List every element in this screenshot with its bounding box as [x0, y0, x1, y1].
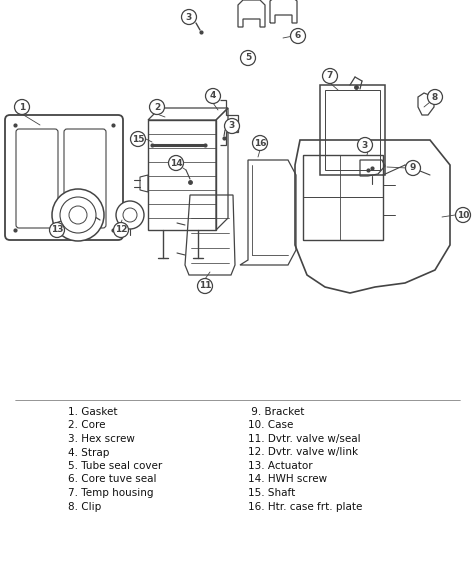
- Circle shape: [52, 189, 104, 241]
- Text: 8. Clip: 8. Clip: [68, 501, 101, 512]
- Circle shape: [149, 99, 164, 114]
- Text: 3: 3: [362, 140, 368, 150]
- Text: 10. Case: 10. Case: [248, 420, 293, 431]
- Text: 5: 5: [245, 53, 251, 63]
- Text: 14. HWH screw: 14. HWH screw: [248, 474, 327, 485]
- Circle shape: [206, 89, 220, 104]
- Circle shape: [357, 137, 373, 152]
- Text: 13: 13: [51, 225, 63, 235]
- Text: 3: 3: [229, 121, 235, 131]
- Text: 6. Core tuve seal: 6. Core tuve seal: [68, 474, 156, 485]
- Text: 12: 12: [115, 225, 127, 235]
- Circle shape: [69, 206, 87, 224]
- Text: 11: 11: [199, 282, 211, 290]
- Text: 2: 2: [154, 102, 160, 112]
- Text: 10: 10: [457, 210, 469, 220]
- Text: 16: 16: [254, 139, 266, 148]
- Text: 15: 15: [132, 135, 144, 144]
- Text: 5. Tube seal cover: 5. Tube seal cover: [68, 461, 162, 471]
- Circle shape: [322, 68, 337, 83]
- Text: 14: 14: [170, 159, 182, 167]
- Circle shape: [15, 99, 29, 114]
- Text: 13. Actuator: 13. Actuator: [248, 461, 313, 471]
- Text: 12. Dvtr. valve w/link: 12. Dvtr. valve w/link: [248, 447, 358, 458]
- Circle shape: [123, 208, 137, 222]
- Text: 6: 6: [295, 32, 301, 40]
- Text: 11. Dvtr. valve w/seal: 11. Dvtr. valve w/seal: [248, 434, 361, 444]
- Text: 4. Strap: 4. Strap: [68, 447, 109, 458]
- Text: 9. Bracket: 9. Bracket: [248, 407, 304, 417]
- Circle shape: [198, 278, 212, 293]
- Text: 1: 1: [19, 102, 25, 112]
- Circle shape: [291, 29, 306, 44]
- Text: 8: 8: [432, 93, 438, 102]
- Text: 4: 4: [210, 91, 216, 101]
- Circle shape: [113, 223, 128, 237]
- Circle shape: [49, 223, 64, 237]
- Circle shape: [456, 208, 471, 223]
- Text: 9: 9: [410, 163, 416, 172]
- Text: 2. Core: 2. Core: [68, 420, 106, 431]
- Circle shape: [240, 51, 255, 66]
- Text: 3. Hex screw: 3. Hex screw: [68, 434, 135, 444]
- Circle shape: [182, 10, 197, 25]
- Text: 3: 3: [186, 13, 192, 21]
- Text: 16. Htr. case frt. plate: 16. Htr. case frt. plate: [248, 501, 363, 512]
- Text: 7. Temp housing: 7. Temp housing: [68, 488, 154, 498]
- Circle shape: [168, 155, 183, 171]
- Circle shape: [428, 90, 443, 105]
- Circle shape: [116, 201, 144, 229]
- Circle shape: [225, 118, 239, 133]
- Circle shape: [130, 132, 146, 147]
- Text: 1. Gasket: 1. Gasket: [68, 407, 118, 417]
- Circle shape: [60, 197, 96, 233]
- Text: 15. Shaft: 15. Shaft: [248, 488, 295, 498]
- Text: 7: 7: [327, 71, 333, 80]
- Circle shape: [253, 136, 267, 151]
- Circle shape: [405, 160, 420, 175]
